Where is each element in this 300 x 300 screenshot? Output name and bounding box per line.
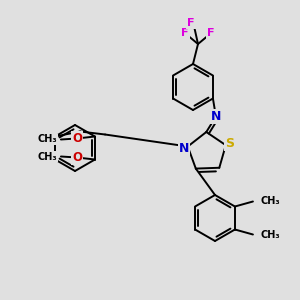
Text: F: F	[187, 18, 195, 28]
Text: CH₃: CH₃	[37, 134, 57, 145]
Text: O: O	[72, 132, 82, 145]
Text: CH₃: CH₃	[37, 152, 57, 161]
Text: CH₃: CH₃	[261, 230, 280, 241]
Text: N: N	[211, 110, 221, 123]
Text: F: F	[181, 28, 189, 38]
Text: CH₃: CH₃	[261, 196, 280, 206]
Text: F: F	[207, 28, 215, 38]
Text: O: O	[72, 151, 82, 164]
Text: N: N	[178, 142, 189, 155]
Text: S: S	[225, 137, 234, 150]
